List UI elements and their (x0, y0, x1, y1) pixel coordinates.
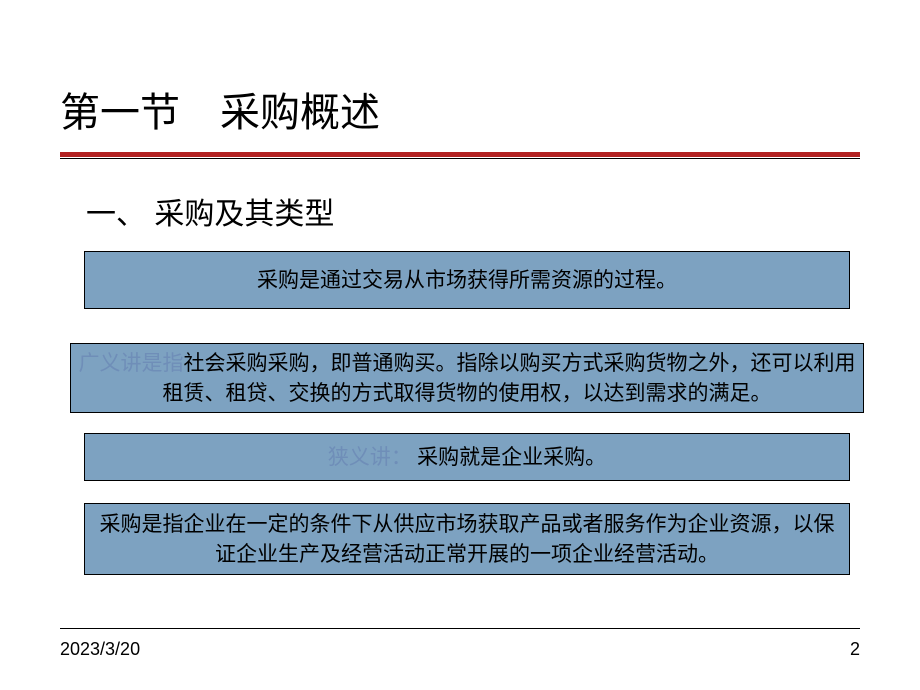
highlight-broad: 广义讲是指 (79, 351, 184, 375)
definition-text-4: 采购是指企业在一定的条件下从供应市场获取产品或者服务作为企业资源，以保证企业生产… (95, 509, 839, 570)
slide-footer: 2023/3/20 2 (60, 628, 860, 660)
footer-date: 2023/3/20 (60, 639, 140, 660)
definition-text-3: 狭义讲： 采购就是企业采购。 (328, 442, 606, 472)
definition-text-2: 广义讲是指社会采购采购，即普通购买。指除以购买方式采购货物之外，还可以利用租赁、… (75, 348, 859, 409)
definition-text-3-rest: 采购就是企业采购。 (412, 445, 606, 469)
definition-text-2-rest: 社会采购采购，即普通购买。指除以购买方式采购货物之外，还可以利用租赁、租贷、交换… (163, 351, 856, 405)
definition-box-3: 狭义讲： 采购就是企业采购。 (84, 433, 850, 481)
title-rule-thin (60, 158, 860, 159)
definition-box-2: 广义讲是指社会采购采购，即普通购买。指除以购买方式采购货物之外，还可以利用租赁、… (70, 343, 864, 413)
footer-page-number: 2 (850, 639, 860, 660)
slide: 第一节 采购概述 一、 采购及其类型 采购是通过交易从市场获得所需资源的过程。 … (0, 0, 920, 690)
definition-box-1: 采购是通过交易从市场获得所需资源的过程。 (84, 251, 850, 309)
section-subheading: 一、 采购及其类型 (86, 189, 860, 233)
title-rule-red (60, 152, 860, 157)
definition-box-4: 采购是指企业在一定的条件下从供应市场获取产品或者服务作为企业资源，以保证企业生产… (84, 503, 850, 575)
footer-row: 2023/3/20 2 (60, 639, 860, 660)
definition-text-1: 采购是通过交易从市场获得所需资源的过程。 (257, 265, 677, 295)
slide-title: 第一节 采购概述 (60, 80, 860, 138)
highlight-narrow: 狭义讲： (328, 445, 412, 469)
footer-rule (60, 628, 860, 629)
